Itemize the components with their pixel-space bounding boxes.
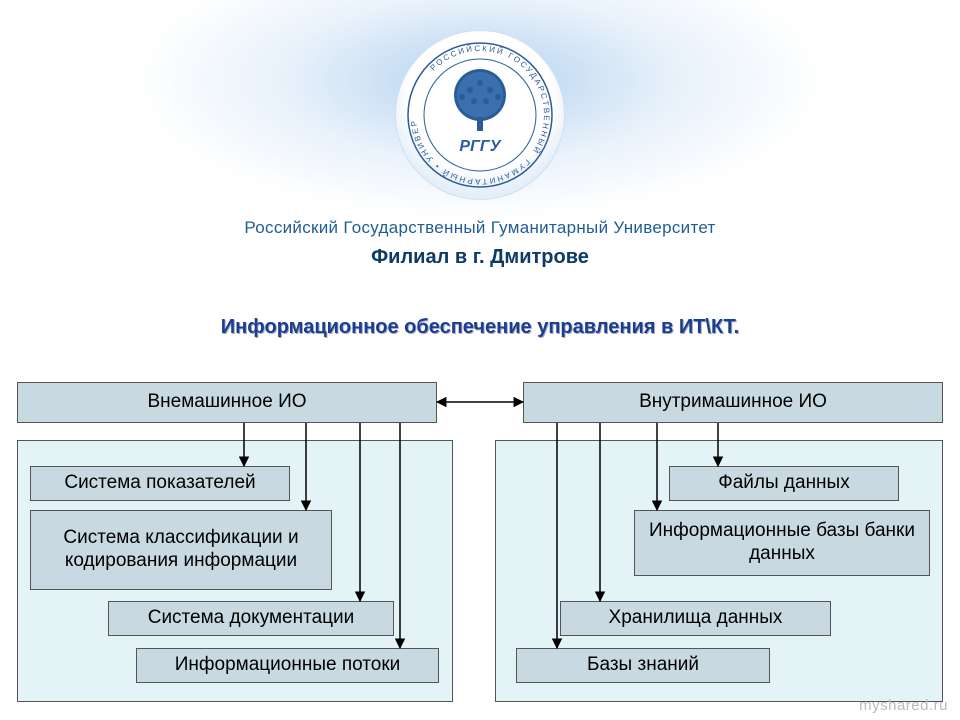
left-item-2: Система документации <box>108 601 394 636</box>
university-logo: РОССИЙСКИЙ ГОСУДАРСТВЕННЫЙ ГУМАНИТАРНЫЙ … <box>395 30 565 200</box>
logo-abbr: РГГУ <box>459 138 501 155</box>
banner: РОССИЙСКИЙ ГОСУДАРСТВЕННЫЙ ГУМАНИТАРНЫЙ … <box>0 0 960 305</box>
right-item-2: Хранилища данных <box>560 601 831 636</box>
logo-svg: РОССИЙСКИЙ ГОСУДАРСТВЕННЫЙ ГУМАНИТАРНЫЙ … <box>400 35 560 195</box>
branch-name: Филиал в г. Дмитрове <box>371 246 589 269</box>
right-item-0: Файлы данных <box>669 466 899 501</box>
top-box-right: Внутримашинное ИО <box>523 382 943 423</box>
watermark: myshared.ru <box>859 697 948 714</box>
left-item-1: Система классификации и кодирования инфо… <box>30 510 332 590</box>
right-item-3: Базы знаний <box>516 648 770 683</box>
right-item-1: Информационные базы банки данных <box>634 510 930 576</box>
slide-title: Информационное обеспечение управления в … <box>0 316 960 339</box>
left-item-0: Система показателей <box>30 466 290 501</box>
left-item-3: Информационные потоки <box>136 648 439 683</box>
top-box-left: Внемашинное ИО <box>17 382 437 423</box>
university-name: Российский Государственный Гуманитарный … <box>244 218 715 238</box>
